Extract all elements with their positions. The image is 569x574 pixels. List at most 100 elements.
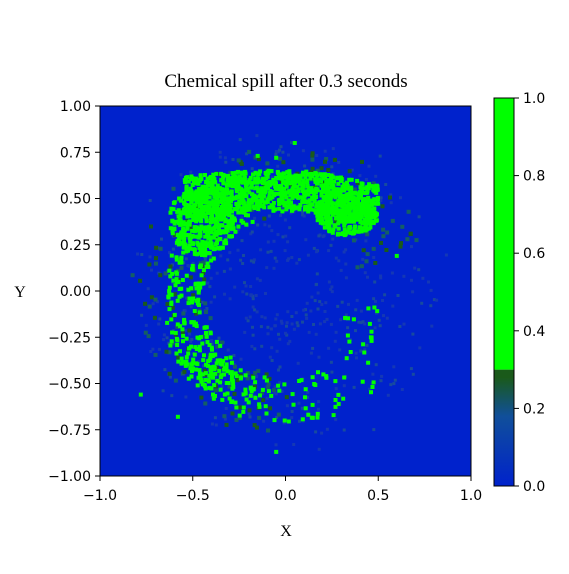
heatmap-cell	[202, 268, 206, 273]
heatmap-cell	[265, 197, 270, 202]
heatmap-cell	[185, 192, 190, 197]
heatmap-cell	[301, 149, 305, 153]
heatmap-cell	[331, 227, 336, 232]
heatmap-cell	[222, 241, 227, 246]
heatmap-cell	[278, 381, 282, 385]
heatmap-cell	[290, 141, 293, 145]
heatmap-cell	[146, 287, 150, 291]
heatmap-cell	[170, 305, 175, 310]
heatmap-cell	[339, 318, 343, 322]
heatmap-cell	[186, 301, 191, 306]
heatmap-cell	[248, 385, 253, 390]
heatmap-cell	[340, 195, 345, 200]
heatmap-cell	[196, 285, 201, 289]
heatmap-cell	[184, 257, 188, 261]
heatmap-cell	[363, 348, 367, 352]
heatmap-cell	[215, 188, 219, 193]
heatmap-cell	[392, 365, 396, 369]
heatmap-cell	[264, 292, 267, 295]
heatmap-cell	[323, 159, 327, 164]
heatmap-cell	[383, 293, 387, 297]
heatmap-cell	[208, 190, 213, 195]
heatmap-cell	[381, 299, 384, 302]
heatmap-cell	[205, 200, 210, 205]
heatmap-cell	[350, 201, 355, 206]
heatmap-cell	[199, 219, 203, 223]
heatmap-cell	[253, 347, 257, 351]
heatmap-cell	[203, 240, 208, 245]
heatmap-cell	[304, 169, 309, 174]
heatmap-cell	[315, 213, 320, 218]
heatmap-cell	[183, 309, 187, 313]
heatmap-cell	[355, 217, 360, 222]
heatmap-cell	[343, 196, 348, 201]
heatmap-cell	[324, 189, 329, 194]
heatmap-cell	[191, 357, 196, 362]
heatmap-cell	[310, 172, 315, 177]
heatmap-cell	[279, 186, 284, 191]
heatmap-cell	[288, 176, 293, 181]
heatmap-cell	[255, 277, 259, 281]
heatmap-cell	[315, 282, 318, 286]
heatmap-cell	[363, 213, 368, 217]
heatmap-cell	[330, 370, 334, 374]
heatmap-cell	[365, 204, 370, 208]
heatmap-cell	[354, 329, 357, 333]
heatmap-cell	[188, 189, 193, 194]
heatmap-cell	[169, 302, 174, 307]
heatmap-cell	[258, 278, 262, 282]
heatmap-cell	[347, 339, 352, 344]
heatmap-cell	[303, 387, 308, 392]
heatmap-cell	[352, 219, 356, 224]
heatmap-cell	[243, 171, 248, 176]
heatmap-cell	[203, 386, 208, 391]
heatmap-cell	[324, 200, 329, 205]
heatmap-cell	[182, 369, 187, 374]
heatmap-cell	[188, 239, 193, 244]
heatmap-cell	[225, 391, 230, 396]
heatmap-cell	[338, 175, 343, 180]
heatmap-cell	[292, 443, 296, 446]
heatmap-cell	[223, 156, 227, 160]
heatmap-cell	[411, 372, 415, 376]
colorbar-frame	[493, 97, 515, 487]
heatmap-cell	[366, 195, 371, 200]
heatmap-cell	[185, 225, 190, 230]
heatmap-cell	[203, 368, 207, 373]
heatmap-cell	[349, 185, 354, 190]
heatmap-cell	[362, 350, 367, 355]
heatmap-cell	[203, 190, 208, 195]
heatmap-cell	[277, 388, 282, 393]
heatmap-cell	[368, 208, 372, 213]
heatmap-cell	[214, 361, 219, 366]
heatmap-cell	[292, 141, 297, 145]
heatmap-cell	[217, 336, 221, 340]
heatmap-cell	[331, 413, 336, 418]
heatmap-cell	[167, 350, 172, 355]
heatmap-cell	[210, 182, 215, 187]
heatmap-cell	[198, 335, 203, 339]
heatmap-cell	[225, 369, 230, 374]
heatmap-cell	[194, 324, 199, 329]
heatmap-cell	[220, 245, 225, 250]
heatmap-cell	[321, 205, 326, 210]
heatmap-cell	[204, 215, 209, 220]
heatmap-cell	[347, 169, 352, 174]
heatmap-cell	[201, 300, 205, 304]
heatmap-cell	[318, 212, 323, 216]
heatmap-cell	[324, 157, 329, 161]
heatmap-cell	[364, 178, 368, 181]
heatmap-cell	[319, 204, 324, 209]
heatmap-cell	[150, 268, 153, 272]
heatmap-cell	[240, 215, 244, 219]
heatmap-cell	[239, 170, 244, 175]
heatmap-cell	[236, 227, 240, 231]
heatmap-cell	[356, 192, 361, 197]
heatmap-cell	[368, 387, 372, 391]
heatmap-cell	[185, 214, 190, 219]
heatmap-cell	[154, 245, 159, 250]
heatmap-cell	[394, 253, 399, 258]
heatmap-cell	[236, 182, 241, 187]
heatmap-cell	[192, 251, 197, 256]
heatmap-cell	[371, 372, 375, 376]
